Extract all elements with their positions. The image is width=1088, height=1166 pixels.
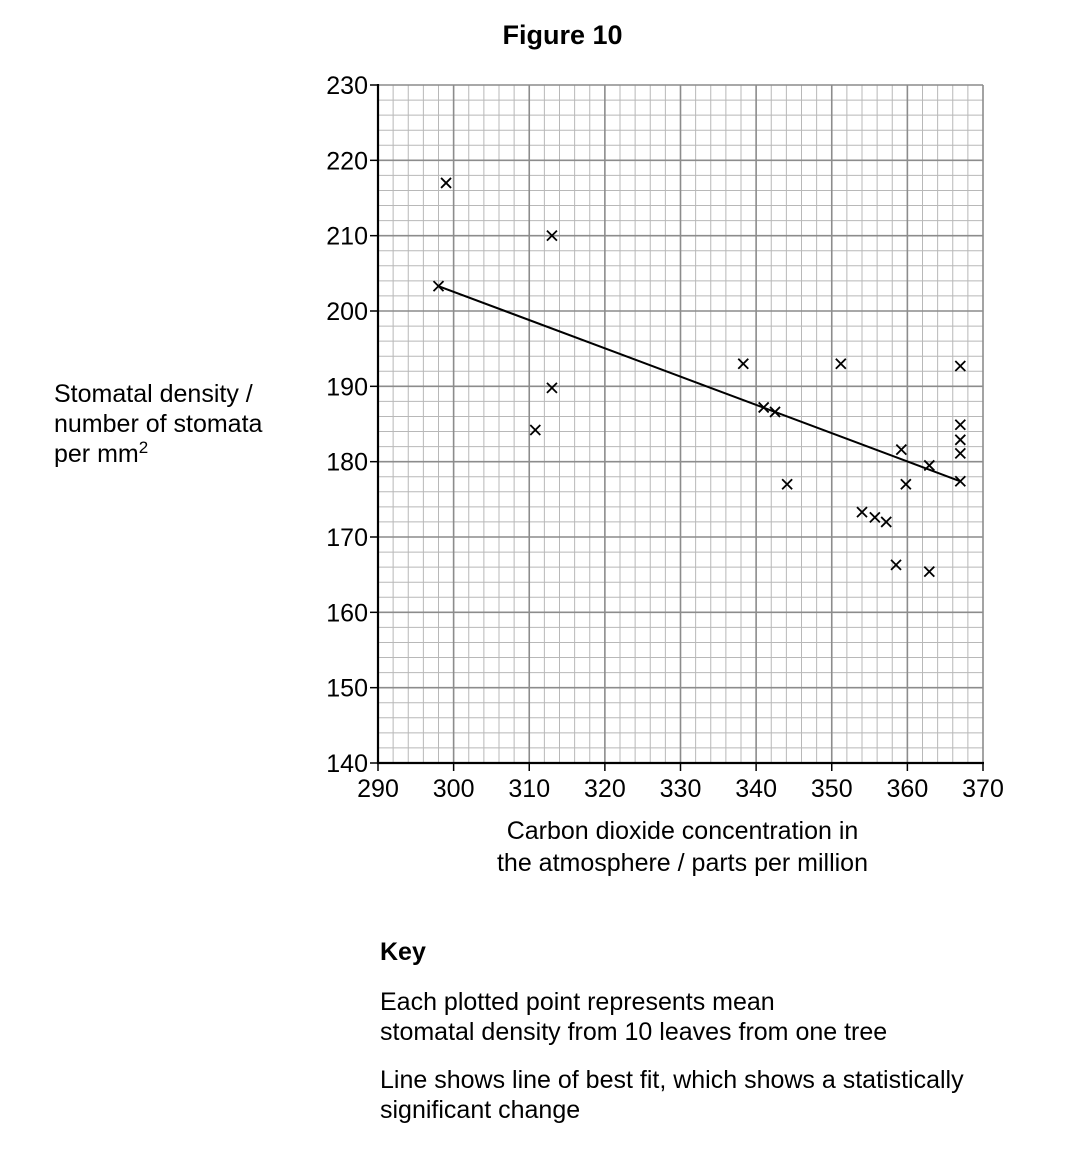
figure-title: Figure 10: [502, 20, 623, 50]
x-marker-icon: [546, 382, 558, 394]
key-item-line-line-2: significant change: [380, 1096, 581, 1124]
x-marker-icon: [781, 478, 793, 490]
x-marker-icon: [432, 280, 445, 292]
x-marker-icon: [769, 406, 781, 418]
key-item-line: Line shows line of best fit, which shows…: [380, 1065, 1080, 1125]
x-axis-label: Carbon dioxide concentration in the atmo…: [430, 815, 935, 879]
x-tick-label: 340: [735, 775, 777, 803]
x-tick-label: 360: [887, 775, 929, 803]
x-marker-icon: [900, 478, 912, 490]
x-marker-icon: [954, 434, 966, 446]
x-tick-label: 310: [508, 775, 550, 803]
key-item-points-line-2: stomatal density from 10 leaves from one…: [380, 1018, 888, 1046]
x-tick-label: 320: [584, 775, 626, 803]
key-title: Key: [380, 938, 426, 966]
key-item-line-line-1: Line shows line of best fit, which shows…: [380, 1066, 964, 1094]
x-marker-icon: [954, 419, 966, 431]
y-tick-label: 200: [326, 298, 368, 326]
x-marker-icon: [758, 401, 770, 414]
y-tick-label: 190: [326, 373, 368, 401]
tick-labels: 140 150 160 170 180 190 200 210 220 230 290 300 310 3…: [326, 72, 1004, 803]
x-marker-icon: [954, 475, 966, 487]
y-tick-label: 150: [326, 675, 368, 703]
x-axis-label-line-1: Carbon dioxide concentration in: [506, 817, 859, 845]
y-axis-label: Stomatal density / number of stomata per…: [54, 379, 262, 469]
key: Key Each plotted point represents mean s…: [380, 937, 1080, 1143]
best-fit-line: [438, 285, 961, 483]
x-marker-icon: [856, 506, 868, 518]
x-marker-icon: [895, 443, 907, 456]
y-tick-label: 170: [326, 524, 368, 552]
x-marker-icon: [890, 559, 902, 571]
y-tick-label: 210: [326, 223, 368, 251]
x-marker-icon: [923, 459, 935, 472]
x-tick-label: 350: [811, 775, 853, 803]
x-tick-label: 330: [660, 775, 702, 803]
key-item-points: Each plotted point represents mean stoma…: [380, 987, 1080, 1047]
major-gridlines: [377, 84, 984, 764]
x-marker-icon: [835, 358, 847, 370]
y-axis-label-superscript: 2: [138, 438, 149, 457]
x-marker-icon: [954, 447, 966, 460]
y-tick-label: 230: [326, 72, 368, 100]
y-tick-label: 160: [326, 599, 368, 627]
y-axis-label-line-3: per mm2: [54, 439, 262, 469]
y-tick-label: 180: [326, 449, 368, 477]
y-axis-label-line-2: number of stomata: [54, 410, 263, 438]
x-marker-icon: [737, 358, 749, 370]
axes: [370, 84, 984, 771]
data-markers: [432, 177, 966, 578]
x-tick-label: 370: [962, 775, 1004, 803]
x-marker-icon: [880, 516, 892, 528]
scatter-plot: 140 150 160 170 180 190 200 210 220 230 290 300 310 3…: [326, 72, 1004, 803]
x-marker-icon: [954, 360, 966, 372]
y-axis-label-line-1: Stomatal density /: [54, 380, 253, 408]
x-tick-label: 290: [357, 775, 399, 803]
x-marker-icon: [546, 230, 558, 242]
y-tick-label: 220: [326, 147, 368, 175]
key-item-points-line-1: Each plotted point represents mean: [380, 988, 775, 1016]
x-marker-icon: [529, 424, 541, 436]
x-tick-label: 300: [433, 775, 475, 803]
x-marker-icon: [440, 177, 452, 189]
x-marker-icon: [923, 566, 935, 578]
y-axis-label-unit: per mm: [54, 440, 139, 468]
x-marker-icon: [869, 511, 881, 524]
y-tick-label: 140: [326, 750, 368, 778]
x-axis-label-line-2: the atmosphere / parts per million: [496, 849, 868, 877]
